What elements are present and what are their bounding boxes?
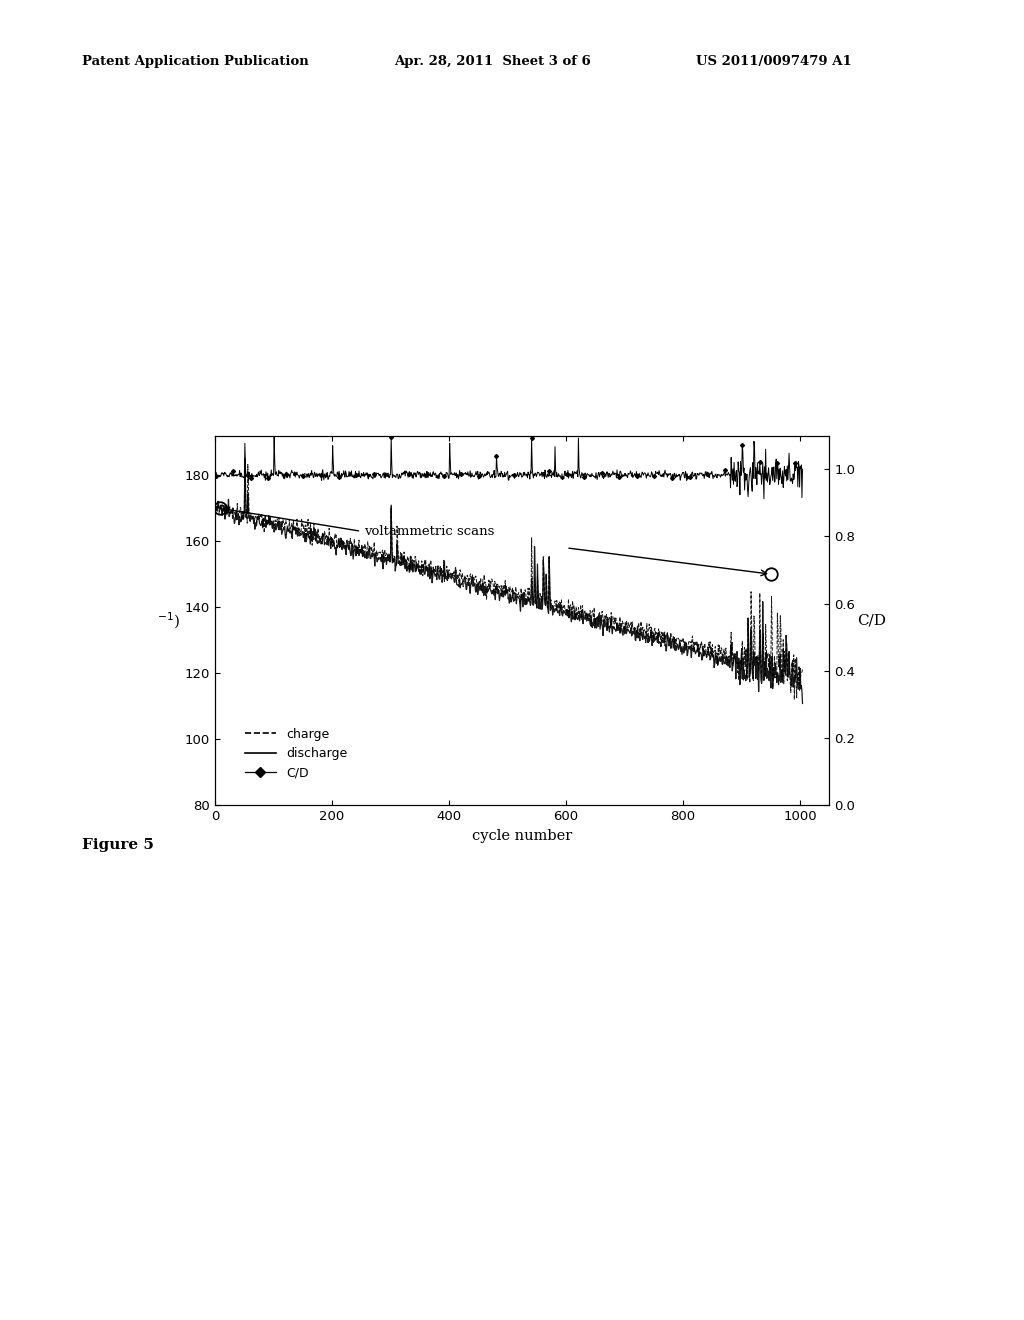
Text: Patent Application Publication: Patent Application Publication: [82, 55, 308, 69]
Text: Figure 5: Figure 5: [82, 838, 154, 853]
Text: US 2011/0097479 A1: US 2011/0097479 A1: [696, 55, 852, 69]
Text: Apr. 28, 2011  Sheet 3 of 6: Apr. 28, 2011 Sheet 3 of 6: [394, 55, 591, 69]
Text: voltammetric scans: voltammetric scans: [365, 525, 495, 537]
X-axis label: cycle number: cycle number: [472, 829, 572, 842]
Legend: charge, discharge, C/D: charge, discharge, C/D: [240, 722, 352, 784]
Y-axis label: C/D: C/D: [857, 614, 887, 627]
Y-axis label: $^{-1}$): $^{-1}$): [157, 610, 179, 631]
